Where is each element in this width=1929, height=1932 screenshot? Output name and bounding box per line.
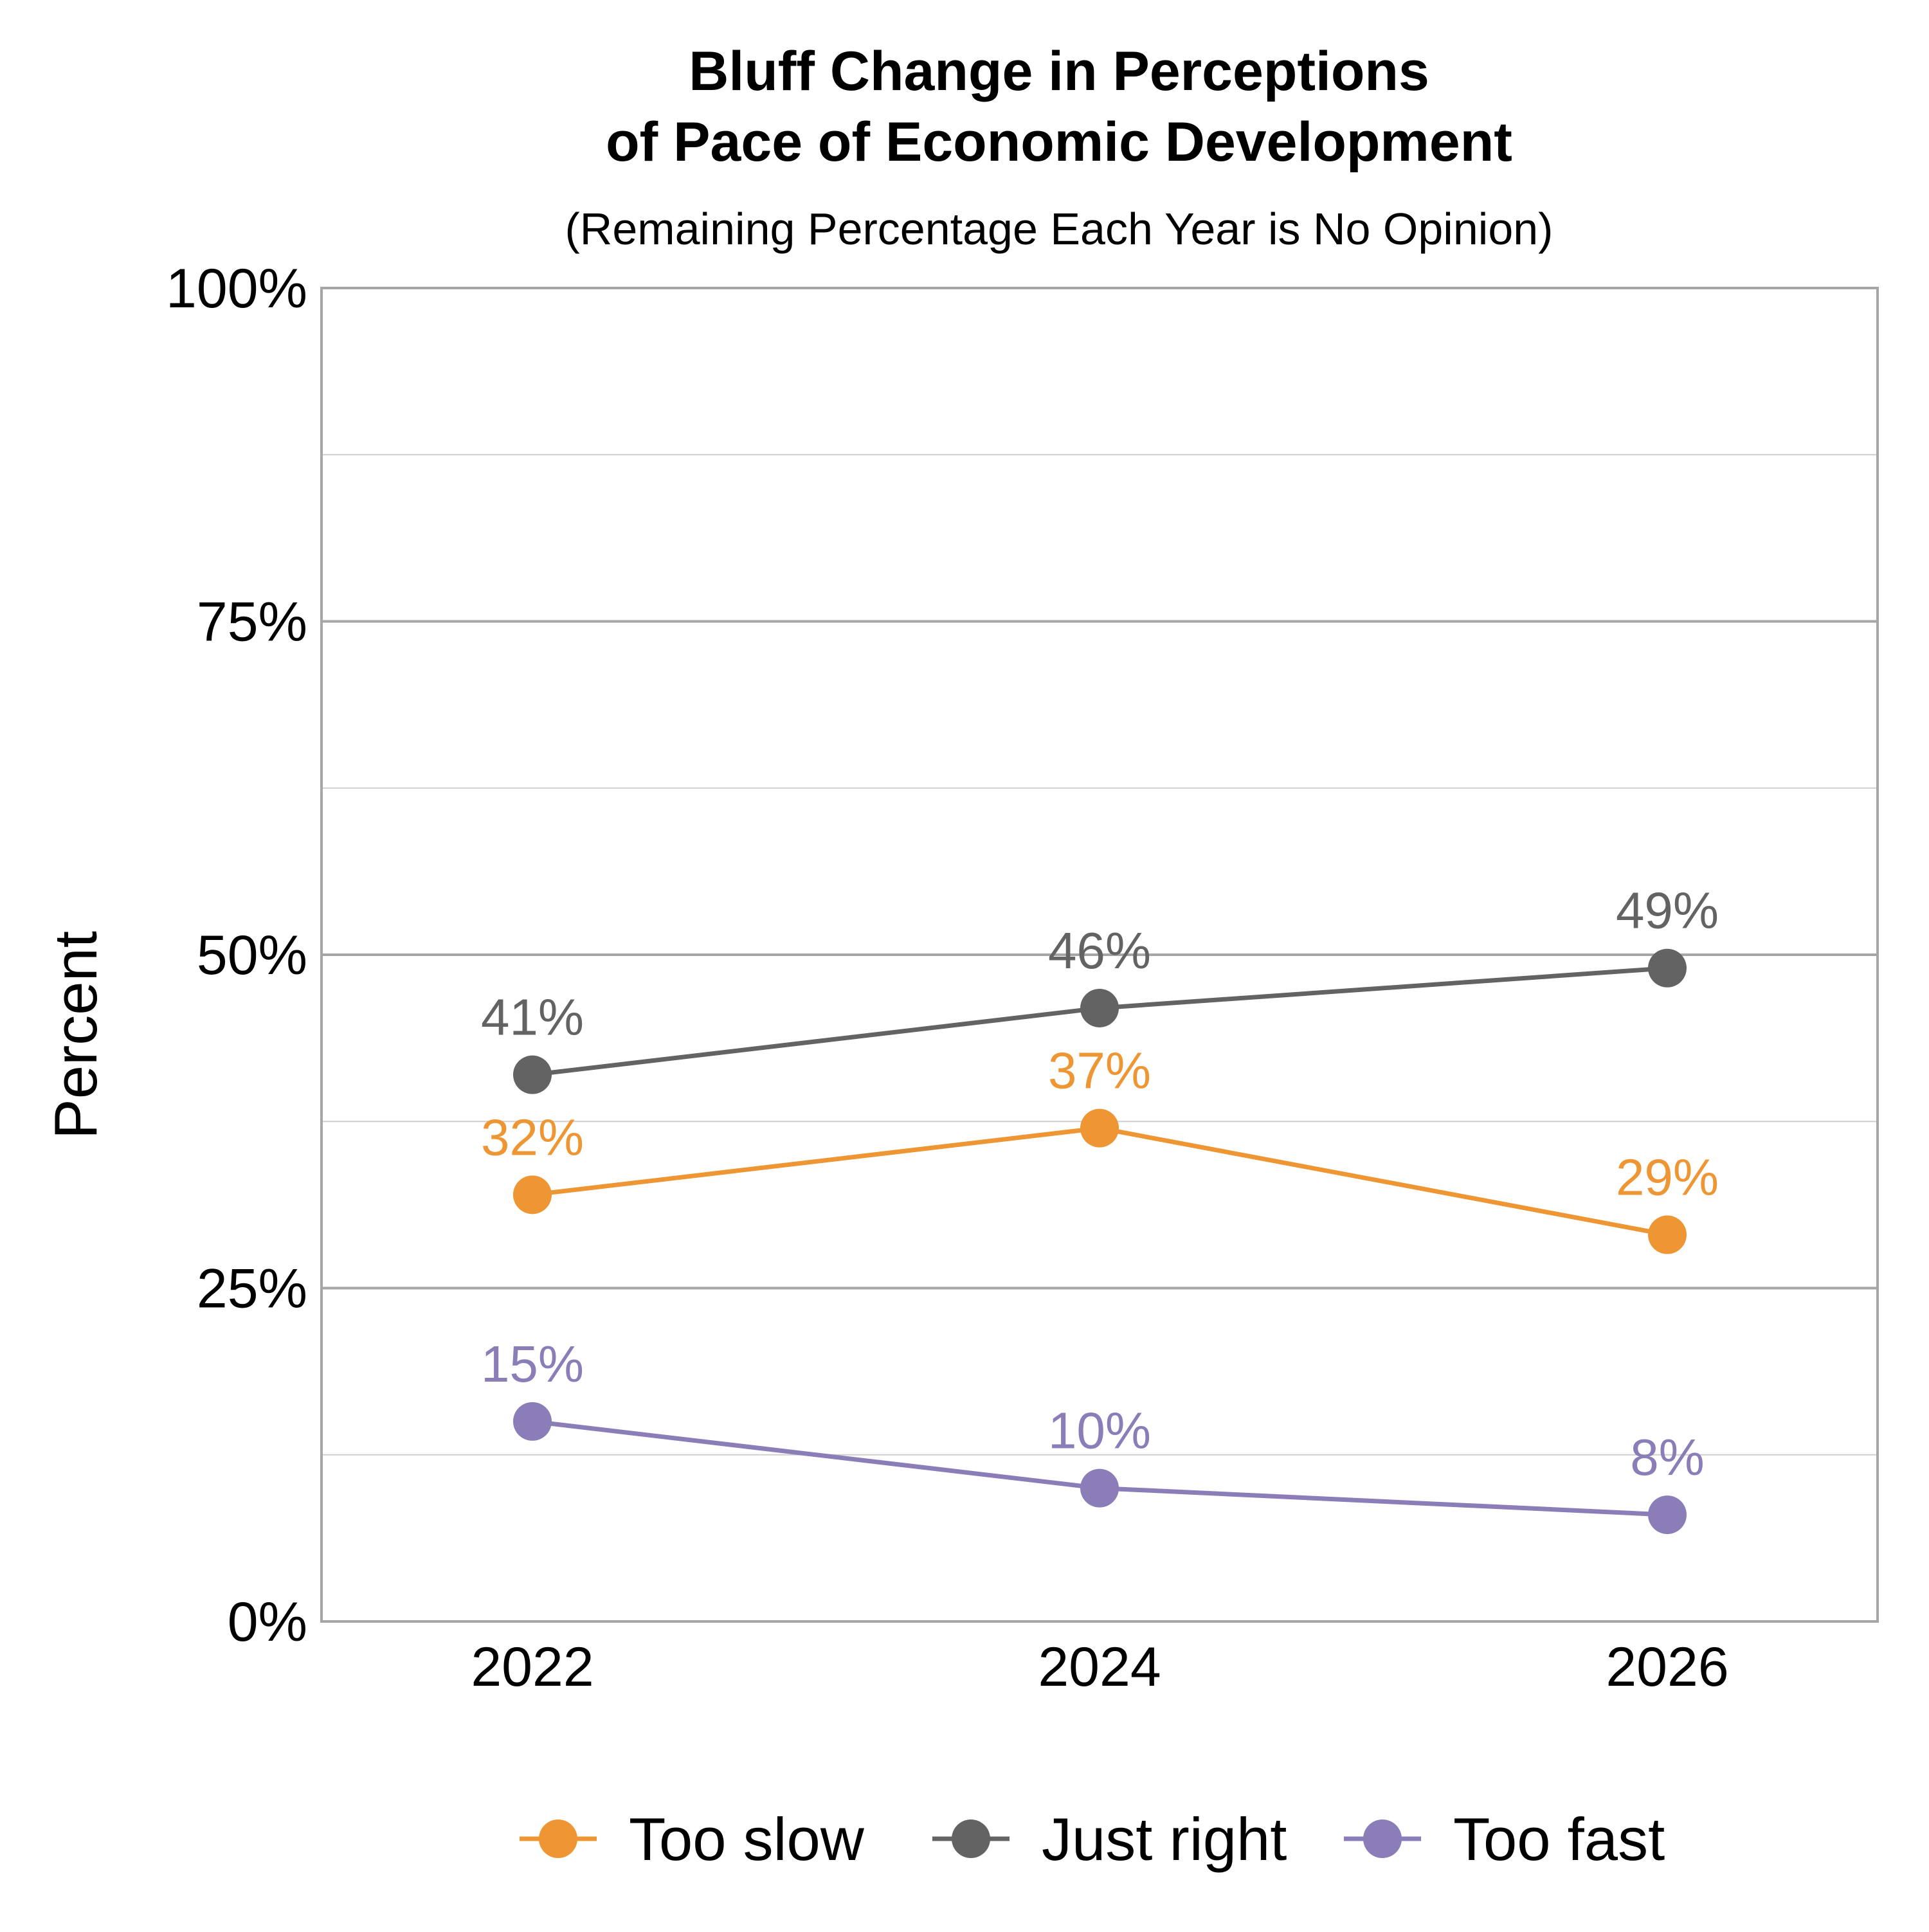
y-tick-label: 25% [197,1258,307,1320]
data-label: 29% [1616,1149,1719,1206]
data-labels: 32% 37% 29% 41% 46% 49% 15% 10% 8% [481,882,1719,1486]
data-label: 10% [1048,1402,1151,1459]
data-point [1648,948,1687,988]
data-point [513,1175,552,1214]
data-point [513,1055,552,1094]
chart-subtitle: (Remaining Percentage Each Year is No Op… [565,204,1553,254]
legend-label: Too fast [1453,1805,1665,1873]
y-tick-label: 0% [228,1591,307,1653]
chart-title-line-1: Bluff Change in Perceptions [689,41,1429,102]
data-label: 41% [481,989,584,1046]
plot-border [320,287,1879,1623]
legend-label: Just right [1042,1805,1287,1873]
data-point [513,1402,552,1441]
data-label: 49% [1616,882,1719,939]
legend-marker [1363,1819,1402,1858]
legend: Too slow Just right Too fast [520,1805,1665,1873]
legend-marker [539,1819,577,1858]
x-tick-label: 2022 [471,1636,593,1698]
data-label: 8% [1630,1429,1705,1486]
data-point [1080,1468,1119,1508]
y-tick-label: 75% [197,591,307,653]
y-tick-label: 100% [166,258,307,320]
y-axis-label: Percent [42,931,109,1139]
data-label: 46% [1048,922,1151,979]
series-group [513,948,1687,1535]
data-label: 32% [481,1108,584,1166]
data-point [1080,1108,1119,1148]
chart-title-line-2: of Pace of Economic Development [606,111,1512,173]
data-label: 15% [481,1335,584,1393]
legend-label: Too slow [629,1805,865,1873]
data-label: 37% [1048,1042,1151,1099]
data-point [1648,1215,1687,1254]
x-tick-label: 2024 [1038,1636,1161,1698]
data-point [1080,988,1119,1027]
data-point [1648,1495,1687,1535]
y-tick-label: 50% [197,925,307,986]
axes: 0% 25% 50% 75% 100% 2022 2024 2026 [166,258,1879,1698]
legend-marker [952,1819,990,1858]
x-tick-label: 2026 [1606,1636,1728,1698]
